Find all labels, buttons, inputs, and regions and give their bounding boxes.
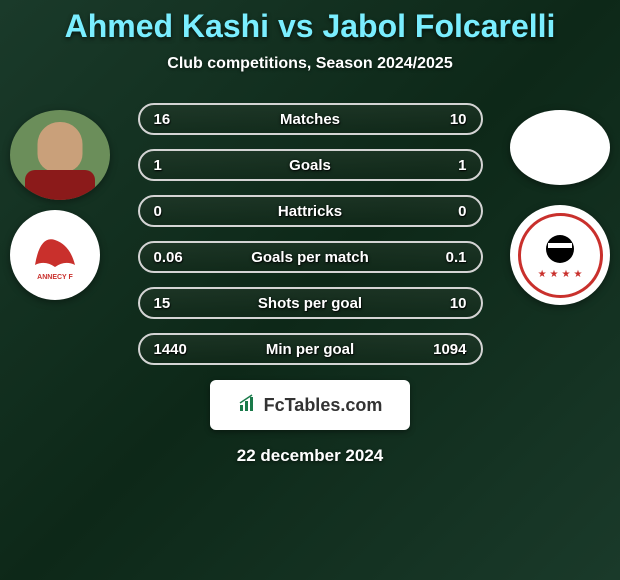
star-icon: ★ [538, 269, 547, 280]
page-title: Ahmed Kashi vs Jabol Folcarelli [0, 8, 620, 45]
stat-row: 1440 Min per goal 1094 [138, 333, 483, 365]
stat-label: Min per goal [266, 341, 354, 358]
star-icon: ★ [562, 269, 571, 280]
player1-avatar [10, 110, 110, 200]
stat-left-value: 0.06 [154, 249, 183, 266]
stat-row: 16 Matches 10 [138, 103, 483, 135]
player2-avatar [510, 110, 610, 185]
stat-right-value: 1 [458, 157, 466, 174]
stat-left-value: 1 [154, 157, 162, 174]
stat-label: Goals per match [251, 249, 369, 266]
moor-head-icon [546, 235, 574, 263]
stat-row: 15 Shots per goal 10 [138, 287, 483, 319]
player1-club-badge: ANNECY F [10, 210, 100, 300]
player-head-icon [38, 122, 83, 172]
comparison-card: Ahmed Kashi vs Jabol Folcarelli Club com… [0, 0, 620, 580]
star-icon: ★ [573, 269, 582, 280]
stat-left-value: 0 [154, 203, 162, 220]
player2-club-badge: ★ ★ ★ ★ [510, 205, 610, 305]
stat-label: Goals [289, 157, 331, 174]
stat-label: Matches [280, 111, 340, 128]
stat-row: 1 Goals 1 [138, 149, 483, 181]
stat-label: Hattricks [278, 203, 342, 220]
ajaccio-logo-icon: ★ ★ ★ ★ [518, 213, 603, 298]
svg-text:ANNECY F: ANNECY F [37, 274, 73, 281]
stat-right-value: 0.1 [446, 249, 467, 266]
stats-list: 16 Matches 10 1 Goals 1 0 Hattricks 0 0.… [138, 103, 483, 365]
stat-label: Shots per goal [258, 295, 362, 312]
star-icon: ★ [550, 269, 559, 280]
stat-right-value: 0 [458, 203, 466, 220]
stat-row: 0.06 Goals per match 0.1 [138, 241, 483, 273]
player-shirt-icon [25, 170, 95, 200]
stat-right-value: 1094 [433, 341, 466, 358]
page-subtitle: Club competitions, Season 2024/2025 [0, 55, 620, 73]
source-label: FcTables.com [264, 395, 383, 416]
annecy-logo-icon: ANNECY F [25, 225, 85, 285]
stat-left-value: 16 [154, 111, 171, 128]
right-player-column: ★ ★ ★ ★ [510, 110, 610, 305]
left-player-column: ANNECY F [10, 110, 110, 300]
stat-right-value: 10 [450, 295, 467, 312]
stars-row: ★ ★ ★ ★ [538, 269, 583, 280]
stat-left-value: 1440 [154, 341, 187, 358]
source-badge: FcTables.com [210, 380, 410, 430]
chart-icon [238, 393, 258, 418]
date-label: 22 december 2024 [0, 446, 620, 466]
stat-row: 0 Hattricks 0 [138, 195, 483, 227]
stat-right-value: 10 [450, 111, 467, 128]
stat-left-value: 15 [154, 295, 171, 312]
